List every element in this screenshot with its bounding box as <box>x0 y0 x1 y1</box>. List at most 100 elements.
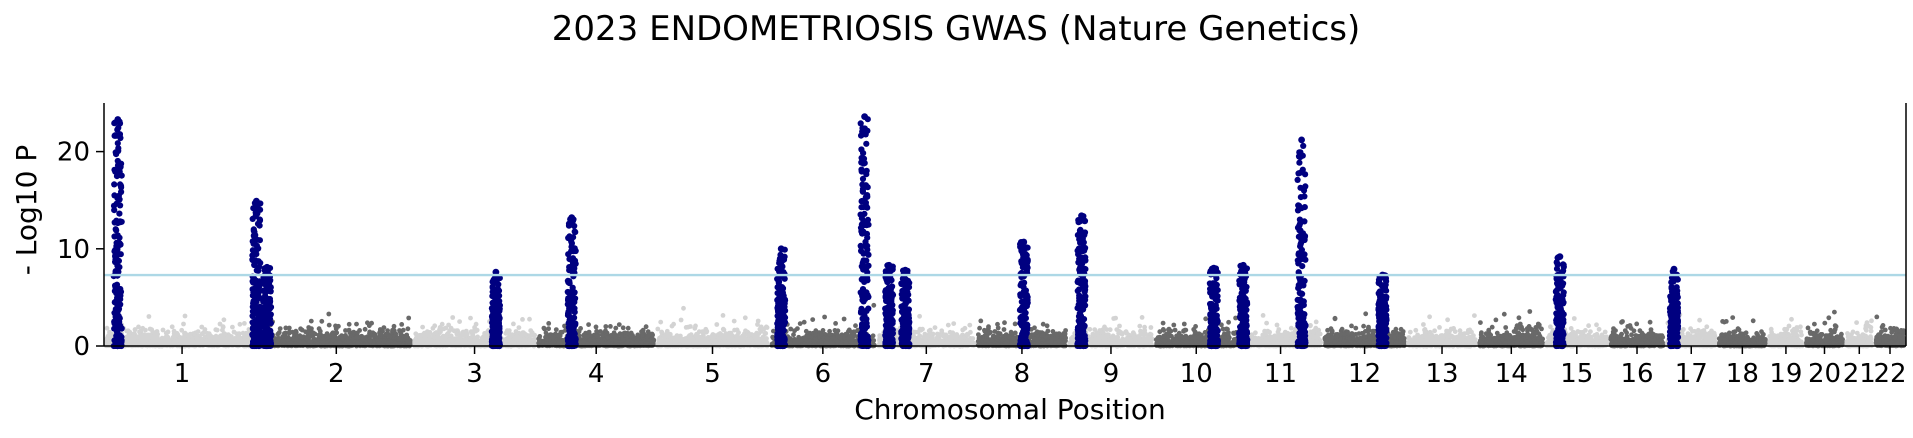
snp-point <box>822 314 827 320</box>
snp-point <box>543 330 549 336</box>
snp-point <box>136 340 141 345</box>
snp-point <box>214 327 220 333</box>
snp-point <box>237 335 243 341</box>
snp-point <box>472 336 478 341</box>
snp-point <box>337 340 342 346</box>
snp-point <box>240 330 246 336</box>
snp-point <box>681 305 686 311</box>
snp-point <box>593 324 599 330</box>
snp-point <box>221 317 227 323</box>
snp-point <box>531 338 536 343</box>
snp-point <box>760 335 766 341</box>
snp-point <box>298 339 303 345</box>
snp-point <box>745 340 750 346</box>
snp-point <box>369 333 375 338</box>
snp-point <box>689 337 694 343</box>
snp-point <box>307 334 313 340</box>
snp-point <box>619 333 624 338</box>
snp-point <box>360 336 366 342</box>
snp-point <box>551 339 557 345</box>
snp-point <box>586 322 591 327</box>
snp-point <box>688 324 693 329</box>
snp-point <box>386 340 391 346</box>
snp-point <box>556 339 562 345</box>
snp-point <box>104 336 110 342</box>
snp-point <box>220 324 226 330</box>
snp-point <box>403 334 409 340</box>
snp-point <box>649 339 655 344</box>
snp-point <box>182 336 187 342</box>
snp-point <box>152 338 158 343</box>
snp-point <box>390 327 395 333</box>
snp-point <box>326 311 332 317</box>
snp-point <box>354 321 359 327</box>
snp-point <box>378 331 384 337</box>
snp-point <box>720 333 726 339</box>
snp-point <box>177 338 183 343</box>
snp-point <box>405 326 411 332</box>
snp-point <box>275 331 281 337</box>
snp-point <box>320 340 326 345</box>
snp-point <box>228 340 234 345</box>
snp-point <box>853 323 858 329</box>
snp-point <box>199 324 205 330</box>
snp-point <box>416 338 422 344</box>
snp-point <box>742 336 747 341</box>
snp-point <box>682 338 687 344</box>
snp-point <box>137 329 142 335</box>
snp-point <box>217 321 223 327</box>
snp-point <box>136 324 141 330</box>
snp-point <box>606 340 611 346</box>
snp-point <box>537 334 543 339</box>
snp-point <box>511 321 516 327</box>
snp-point <box>169 324 175 330</box>
snp-point <box>340 336 345 342</box>
snp-point <box>640 332 645 338</box>
snp-point <box>437 325 443 330</box>
snp-point <box>346 327 352 333</box>
snp-point <box>365 320 370 326</box>
snp-point <box>714 322 720 327</box>
snp-point <box>161 340 166 346</box>
snp-point <box>330 337 336 343</box>
snp-point <box>209 334 215 340</box>
snp-point <box>146 335 152 340</box>
snp-point <box>131 338 137 344</box>
snp-point <box>290 329 295 335</box>
snp-point <box>594 333 600 339</box>
snp-point <box>450 315 456 320</box>
snp-point <box>437 335 443 341</box>
snp-point <box>355 340 361 346</box>
snp-point <box>182 330 188 336</box>
snp-point <box>280 338 286 344</box>
snp-point <box>709 335 715 341</box>
snp-point <box>333 326 339 332</box>
snp-point <box>445 331 451 336</box>
snp-point <box>578 326 583 331</box>
chromosome-2-points <box>259 311 413 349</box>
snp-point <box>195 329 201 334</box>
snp-point <box>797 321 803 326</box>
snp-point <box>237 321 243 327</box>
snp-point <box>527 316 532 322</box>
snp-point <box>199 331 205 337</box>
snp-point <box>454 331 460 337</box>
snp-point <box>242 321 247 326</box>
snp-point <box>397 336 403 342</box>
snp-point <box>624 340 630 346</box>
snp-point <box>351 329 357 335</box>
snp-point <box>305 330 311 335</box>
snp-point <box>376 340 382 346</box>
snp-point <box>452 341 458 346</box>
snp-point <box>755 322 760 327</box>
snp-point <box>523 337 528 343</box>
snp-point <box>703 326 709 332</box>
snp-point <box>482 331 487 336</box>
snp-point <box>742 315 748 321</box>
snp-point <box>692 325 698 331</box>
snp-point <box>728 333 734 338</box>
snp-point <box>230 324 235 330</box>
snp-point <box>720 326 726 332</box>
snp-point <box>688 332 694 338</box>
